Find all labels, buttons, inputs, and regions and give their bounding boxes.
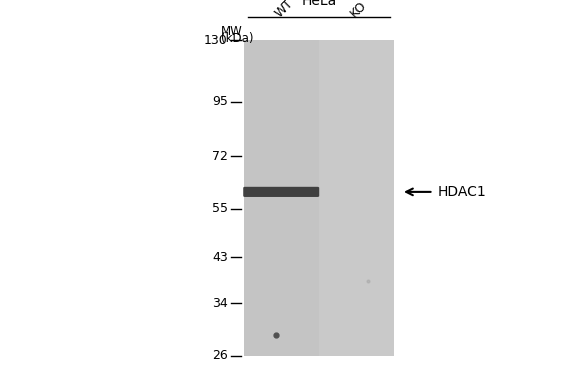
Bar — [319, 40, 395, 356]
Bar — [243, 40, 395, 356]
Text: HDAC1: HDAC1 — [438, 185, 487, 199]
Text: 26: 26 — [212, 349, 228, 363]
Text: 72: 72 — [212, 150, 228, 163]
Text: 130: 130 — [204, 34, 228, 47]
Text: 43: 43 — [212, 251, 228, 264]
Text: 95: 95 — [212, 95, 228, 108]
Text: KO: KO — [347, 0, 369, 20]
FancyBboxPatch shape — [243, 187, 319, 197]
Text: 55: 55 — [212, 203, 228, 215]
Text: WT: WT — [272, 0, 296, 20]
Text: (kDa): (kDa) — [221, 32, 254, 45]
Text: HeLa: HeLa — [301, 0, 336, 8]
Text: MW: MW — [221, 25, 243, 38]
Text: 34: 34 — [212, 297, 228, 310]
